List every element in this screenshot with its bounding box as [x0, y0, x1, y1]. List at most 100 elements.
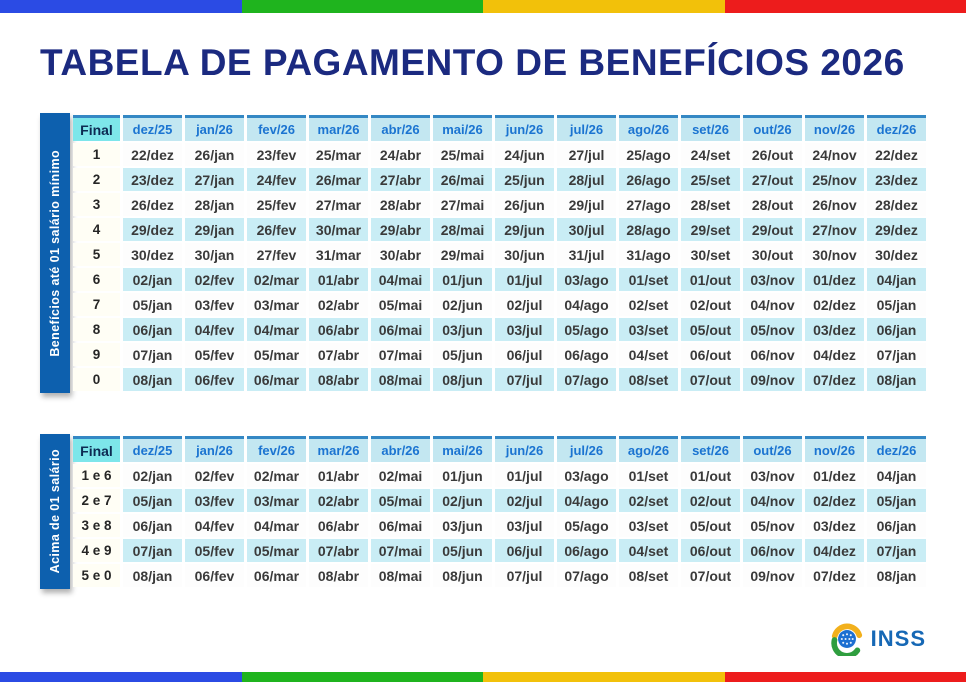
table-row: 5 30/dez 30/jan 27/fev 31/mar 30/abr 29/mai 30/… — [73, 243, 926, 266]
final-digit-cell: 4 — [73, 218, 120, 241]
payment-date-cell: 05/jun — [433, 343, 492, 366]
month-header: mai/26 — [433, 115, 492, 141]
payment-date-cell: 01/jul — [495, 268, 554, 291]
month-header: dez/25 — [123, 436, 182, 462]
table-above-minimum-wage: Acima de 01 salário Final dez/25 jan/26 fev… — [40, 434, 929, 589]
payment-date-cell: 02/mar — [247, 464, 306, 487]
payment-date-cell: 22/dez — [867, 143, 926, 166]
color-bar-segment — [0, 672, 242, 682]
payment-date-cell: 01/set — [619, 464, 678, 487]
payment-date-cell: 25/fev — [247, 193, 306, 216]
sidebar-label-above-minimum: Acima de 01 salário — [40, 434, 70, 589]
table-body: 1 22/dez 26/jan 23/fev 25/mar 24/abr 25/mai 24/… — [73, 143, 926, 391]
final-digit-cell: 5 e 0 — [73, 564, 120, 587]
payment-date-cell: 28/dez — [867, 193, 926, 216]
payment-date-cell: 01/abr — [309, 268, 368, 291]
payment-date-cell: 29/jul — [557, 193, 616, 216]
payment-date-cell: 02/jun — [433, 489, 492, 512]
payment-date-cell: 02/jul — [495, 489, 554, 512]
payment-date-cell: 04/ago — [557, 293, 616, 316]
final-digit-cell: 3 e 8 — [73, 514, 120, 537]
payment-date-cell: 03/ago — [557, 464, 616, 487]
payment-date-cell: 29/jun — [495, 218, 554, 241]
final-digit-cell: 1 e 6 — [73, 464, 120, 487]
final-digit-cell: 4 e 9 — [73, 539, 120, 562]
final-column-header: Final — [73, 436, 120, 462]
payment-date-cell: 01/out — [681, 464, 740, 487]
payment-date-cell: 06/jan — [123, 318, 182, 341]
payment-date-cell: 07/jan — [867, 539, 926, 562]
payment-date-cell: 03/set — [619, 514, 678, 537]
table-header: Final dez/25 jan/26 fev/26 mar/26 abr/26 mai/2… — [73, 436, 926, 462]
payment-date-cell: 01/dez — [805, 464, 864, 487]
bottom-color-bar — [0, 672, 966, 682]
payment-date-cell: 26/mar — [309, 168, 368, 191]
payment-date-cell: 01/jun — [433, 268, 492, 291]
payment-date-cell: 06/jul — [495, 539, 554, 562]
payment-date-cell: 03/jun — [433, 514, 492, 537]
payment-date-cell: 04/fev — [185, 514, 244, 537]
payment-date-cell: 07/jan — [867, 343, 926, 366]
payment-date-cell: 06/ago — [557, 539, 616, 562]
payment-date-cell: 22/dez — [123, 143, 182, 166]
payment-date-cell: 06/out — [681, 343, 740, 366]
payment-date-cell: 04/nov — [743, 489, 802, 512]
payment-date-cell: 01/set — [619, 268, 678, 291]
table-row: 9 07/jan 05/fev 05/mar 07/abr 07/mai 05/jun 06/… — [73, 343, 926, 366]
payment-date-cell: 04/mar — [247, 514, 306, 537]
payment-date-cell: 04/dez — [805, 539, 864, 562]
payment-date-cell: 05/jan — [867, 293, 926, 316]
payment-date-cell: 28/mai — [433, 218, 492, 241]
payment-date-cell: 27/jul — [557, 143, 616, 166]
page-title: TABELA DE PAGAMENTO DE BENEFÍCIOS 2026 — [40, 42, 905, 83]
payment-date-cell: 31/mar — [309, 243, 368, 266]
payment-date-cell: 08/jun — [433, 368, 492, 391]
payment-date-cell: 29/abr — [371, 218, 430, 241]
payment-date-cell: 30/mar — [309, 218, 368, 241]
final-digit-cell: 1 — [73, 143, 120, 166]
payment-date-cell: 05/mai — [371, 489, 430, 512]
payment-date-cell: 30/jun — [495, 243, 554, 266]
payment-date-cell: 28/out — [743, 193, 802, 216]
table-row: 8 06/jan 04/fev 04/mar 06/abr 06/mai 03/jun 03/… — [73, 318, 926, 341]
payment-date-cell: 25/nov — [805, 168, 864, 191]
payment-date-cell: 23/dez — [867, 168, 926, 191]
month-header: nov/26 — [805, 436, 864, 462]
payment-date-cell: 02/dez — [805, 489, 864, 512]
payment-date-cell: 30/jul — [557, 218, 616, 241]
payment-date-cell: 06/fev — [185, 368, 244, 391]
payment-date-cell: 06/nov — [743, 539, 802, 562]
inss-logo: INSS — [830, 622, 926, 656]
payment-date-cell: 04/fev — [185, 318, 244, 341]
month-header: jun/26 — [495, 436, 554, 462]
payment-date-cell: 30/nov — [805, 243, 864, 266]
payment-date-cell: 07/jan — [123, 343, 182, 366]
payment-date-cell: 27/fev — [247, 243, 306, 266]
payment-date-cell: 06/jan — [867, 514, 926, 537]
payment-date-cell: 30/out — [743, 243, 802, 266]
payment-date-cell: 29/mai — [433, 243, 492, 266]
top-color-bar — [0, 0, 966, 13]
payment-date-cell: 01/jul — [495, 464, 554, 487]
payment-date-cell: 04/ago — [557, 489, 616, 512]
payment-date-cell: 28/jan — [185, 193, 244, 216]
payment-date-cell: 07/out — [681, 564, 740, 587]
table-row: 1 e 6 02/jan 02/fev 02/mar 01/abr 02/mai 01/ju… — [73, 464, 926, 487]
payment-date-cell: 07/dez — [805, 564, 864, 587]
payment-date-cell: 28/ago — [619, 218, 678, 241]
table-row: 2 e 7 05/jan 03/fev 03/mar 02/abr 05/mai 02/ju… — [73, 489, 926, 512]
month-header: jul/26 — [557, 436, 616, 462]
payment-date-cell: 26/dez — [123, 193, 182, 216]
month-header: ago/26 — [619, 115, 678, 141]
payment-date-cell: 05/jan — [123, 489, 182, 512]
table-row: 3 26/dez 28/jan 25/fev 27/mar 28/abr 27/mai 26/… — [73, 193, 926, 216]
payment-date-cell: 06/nov — [743, 343, 802, 366]
payment-date-cell: 01/jun — [433, 464, 492, 487]
payment-date-cell: 29/dez — [867, 218, 926, 241]
payment-date-cell: 01/out — [681, 268, 740, 291]
month-header: jan/26 — [185, 115, 244, 141]
table-row: 5 e 0 08/jan 06/fev 06/mar 08/abr 08/mai 08/ju… — [73, 564, 926, 587]
payment-date-cell: 06/mar — [247, 564, 306, 587]
payment-date-cell: 07/abr — [309, 539, 368, 562]
payment-date-cell: 05/jan — [123, 293, 182, 316]
